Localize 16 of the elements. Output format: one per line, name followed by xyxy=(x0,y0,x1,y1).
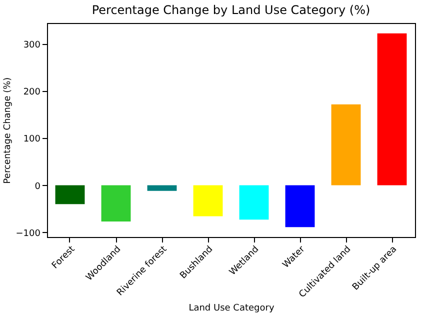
bar xyxy=(101,185,131,222)
bar xyxy=(239,185,269,220)
chart-title: Percentage Change by Land Use Category (%) xyxy=(92,3,370,17)
y-tick-label: 300 xyxy=(23,40,41,51)
bar xyxy=(331,104,361,186)
bar xyxy=(193,185,223,216)
bar xyxy=(285,185,315,228)
bar xyxy=(377,33,407,186)
y-axis-title: Percentage Change (%) xyxy=(2,77,13,184)
bar xyxy=(55,185,85,204)
x-axis-title: Land Use Category xyxy=(188,303,275,314)
bar xyxy=(147,185,177,191)
y-tick-label: 0 xyxy=(34,182,41,192)
y-tick-label: 200 xyxy=(23,88,41,98)
y-tick-label: −100 xyxy=(16,228,41,239)
y-tick-label: 100 xyxy=(23,134,41,145)
